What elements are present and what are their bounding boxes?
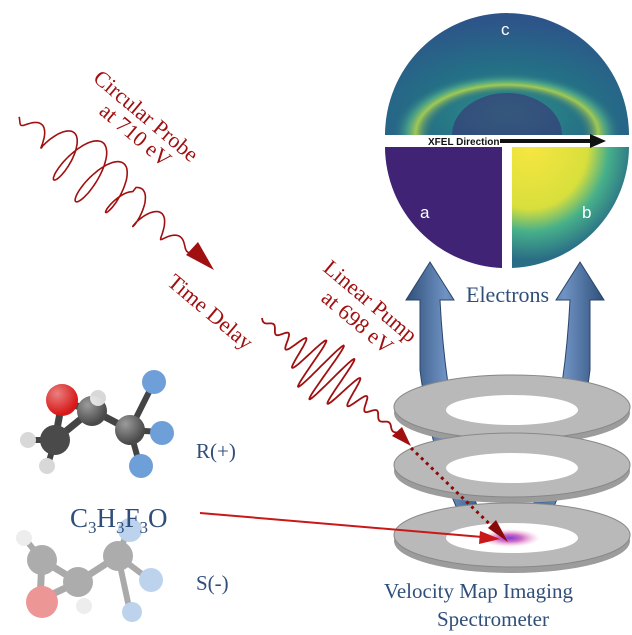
- carbon-atom: [103, 541, 133, 571]
- hydrogen-atom: [39, 458, 55, 474]
- probe-arrowhead: [186, 242, 214, 270]
- carbon-atom: [63, 567, 93, 597]
- hydrogen-atom: [76, 598, 92, 614]
- molecule-s: [16, 518, 163, 622]
- panel-a-label: a: [420, 203, 430, 222]
- detector-image: XFEL Direction c a b: [383, 13, 631, 268]
- s-enantiomer-label: S(-): [196, 571, 229, 595]
- carbon-atom: [27, 545, 57, 575]
- xfel-direction-arrowhead: [590, 134, 606, 148]
- hydrogen-atom: [16, 530, 32, 546]
- electrode-plate-3: [393, 502, 631, 573]
- circular-probe-beam: Circular Probe at 710 eV Time Delay: [18, 65, 258, 355]
- panel-b-label: b: [582, 203, 591, 222]
- sample-injection-arrowhead: [479, 531, 500, 544]
- formula-oxygen: O: [148, 503, 168, 533]
- molecular-formula: C3H3F3O: [70, 503, 168, 537]
- vmi-spectrometer: Velocity Map Imaging Spectrometer: [384, 374, 631, 631]
- formula-carbon: C: [70, 503, 88, 533]
- formula-fluorine-count: 3: [140, 518, 149, 537]
- fluorine-atom: [142, 370, 166, 394]
- pump-wave: [261, 317, 405, 439]
- hydrogen-atom: [20, 432, 36, 448]
- interaction-spot: [480, 529, 540, 547]
- electrode-plate-1: [393, 374, 631, 445]
- time-delay-label: Time Delay: [163, 269, 258, 355]
- formula-hydrogen-count: 3: [116, 518, 125, 537]
- oxygen-atom: [26, 586, 58, 618]
- detector-panel-b: [512, 147, 629, 268]
- fluorine-atom: [118, 518, 142, 542]
- formula-fluorine: F: [125, 503, 140, 533]
- xfel-direction-label: XFEL Direction: [428, 137, 500, 148]
- fluorine-atom: [150, 421, 174, 445]
- fluorine-atom: [139, 568, 163, 592]
- carbon-atom: [40, 425, 70, 455]
- fluorine-atom: [129, 454, 153, 478]
- spectrometer-label-line1: Velocity Map Imaging: [384, 579, 573, 603]
- detector-panel-a: [385, 147, 502, 268]
- molecule-r: [20, 370, 174, 478]
- r-enantiomer-label: R(+): [196, 439, 236, 463]
- sample-injection-arrow: [199, 512, 495, 539]
- electrode-plate-2: [393, 432, 631, 503]
- probe-helix: [18, 116, 196, 257]
- formula-hydrogen: H: [97, 503, 117, 533]
- spectrometer-label-line2: Spectrometer: [437, 607, 549, 631]
- fluorine-atom: [122, 602, 142, 622]
- pump-end-arrowhead: [488, 520, 508, 542]
- panel-c-label: c: [501, 20, 510, 39]
- svg-text:C3H3F3O: C3H3F3O: [70, 503, 168, 537]
- formula-carbon-count: 3: [88, 518, 97, 537]
- pump-arrowhead: [392, 427, 411, 446]
- pump-dotted-path: [409, 446, 504, 538]
- electrons-label: Electrons: [466, 282, 549, 307]
